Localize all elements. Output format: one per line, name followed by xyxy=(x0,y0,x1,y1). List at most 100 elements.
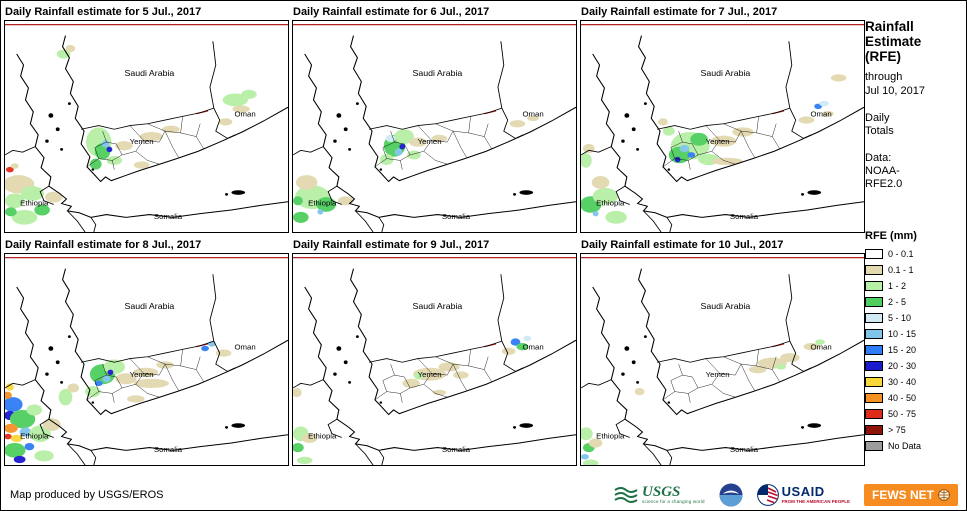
panel-title: Daily Rainfall estimate for 7 Jul., 2017 xyxy=(581,6,778,18)
legend-swatch xyxy=(865,312,883,323)
rainfall-map: Saudi Arabia Oman Yemen Ethiopia Somalia xyxy=(5,21,288,232)
panel-title: Daily Rainfall estimate for 8 Jul., 2017 xyxy=(5,239,202,251)
sidebar: Rainfall Estimate (RFE) through Jul 10, … xyxy=(865,19,965,454)
sidebar-title-line: (RFE) xyxy=(865,49,901,65)
legend-title: RFE (mm) xyxy=(865,229,917,242)
panel-title: Daily Rainfall estimate for 5 Jul., 2017 xyxy=(5,6,202,18)
rainfall-panel-4: Daily Rainfall estimate for 8 Jul., 2017… xyxy=(4,236,289,466)
legend-item: 15 - 20 xyxy=(865,342,965,358)
usgs-tagline: science for a changing world xyxy=(642,499,705,505)
country-label-yemen: Yemen xyxy=(130,370,154,379)
country-label-ethiopia: Ethiopia xyxy=(596,199,625,208)
legend-swatch xyxy=(865,360,883,371)
usgs-wordmark: USGS xyxy=(642,484,681,501)
country-label-saudi_arabia: Saudi Arabia xyxy=(125,68,175,78)
sidebar-through: through Jul 10, 2017 xyxy=(865,71,965,97)
through-label: through xyxy=(865,71,903,84)
panel-title: Daily Rainfall estimate for 9 Jul., 2017 xyxy=(293,239,490,251)
country-label-saudi_arabia: Saudi Arabia xyxy=(701,301,751,311)
usgs-logo: USGS science for a changing world xyxy=(613,484,705,506)
legend-swatch xyxy=(865,392,883,403)
legend-label: No Data xyxy=(888,440,922,451)
legend-label: 0.1 - 1 xyxy=(888,264,914,275)
legend-swatch xyxy=(865,424,883,435)
fewsnet-logo: FEWS NET xyxy=(864,484,958,506)
legend-label: 1 - 2 xyxy=(888,280,907,291)
country-label-yemen: Yemen xyxy=(706,370,730,379)
legend-swatch xyxy=(865,408,883,419)
sidebar-period: Daily Totals xyxy=(865,112,965,138)
country-label-somalia: Somalia xyxy=(730,212,759,221)
map-box: Saudi Arabia Oman Yemen Ethiopia Somalia xyxy=(580,20,865,233)
legend-label: > 75 xyxy=(888,424,906,435)
period-line: Totals xyxy=(865,124,894,137)
map-box: Saudi Arabia Oman Yemen Ethiopia Somalia xyxy=(292,20,577,233)
legend-swatch xyxy=(865,264,883,275)
country-label-somalia: Somalia xyxy=(442,212,471,221)
sidebar-title-line: Estimate xyxy=(865,34,922,50)
legend-swatch xyxy=(865,248,883,259)
usaid-wordmark: USAID xyxy=(781,484,825,500)
panel-title: Daily Rainfall estimate for 10 Jul., 201… xyxy=(581,239,784,251)
noaa-logo xyxy=(719,483,743,507)
fewsnet-wordmark: FEWS NET xyxy=(872,488,934,502)
country-label-yemen: Yemen xyxy=(418,370,442,379)
fewsnet-globe-icon xyxy=(938,489,950,501)
country-label-ethiopia: Ethiopia xyxy=(308,432,337,441)
usaid-logo: USAID FROM THE AMERICAN PEOPLE xyxy=(756,484,850,506)
country-label-oman: Oman xyxy=(810,110,831,119)
legend-rows: 0 - 0.1 0.1 - 1 1 - 2 2 - 5 5 - 10 10 - 15 15 … xyxy=(865,246,965,454)
country-label-saudi_arabia: Saudi Arabia xyxy=(701,68,751,78)
country-label-ethiopia: Ethiopia xyxy=(20,199,49,208)
rainfall-panel-2: Daily Rainfall estimate for 6 Jul., 2017… xyxy=(292,3,577,233)
rainfall-panel-6: Daily Rainfall estimate for 10 Jul., 201… xyxy=(580,236,865,466)
usgs-wave-icon xyxy=(614,487,638,503)
legend-label: 15 - 20 xyxy=(888,344,917,355)
source-line: NOAA- xyxy=(865,165,900,178)
rainfall-panel-1: Daily Rainfall estimate for 5 Jul., 2017… xyxy=(4,3,289,233)
rainfall-panel-5: Daily Rainfall estimate for 9 Jul., 2017… xyxy=(292,236,577,466)
legend-item: 20 - 30 xyxy=(865,358,965,374)
sidebar-data-source: Data: NOAA- RFE2.0 xyxy=(865,152,965,192)
country-label-saudi_arabia: Saudi Arabia xyxy=(125,301,175,311)
source-line: RFE2.0 xyxy=(865,178,903,191)
map-box: Saudi Arabia Oman Yemen Ethiopia Somalia xyxy=(4,253,289,466)
rainfall-map: Saudi Arabia Oman Yemen Ethiopia Somalia xyxy=(581,21,864,232)
footer-logos: USGS science for a changing world USA xyxy=(613,481,958,509)
legend-swatch xyxy=(865,328,883,339)
legend-label: 2 - 5 xyxy=(888,296,907,307)
usaid-seal-icon xyxy=(756,484,779,506)
country-label-oman: Oman xyxy=(522,110,543,119)
legend-label: 0 - 0.1 xyxy=(888,248,914,259)
source-line: Data: xyxy=(865,152,892,165)
through-date: Jul 10, 2017 xyxy=(865,84,925,97)
legend-label: 50 - 75 xyxy=(888,408,917,419)
legend-item: 1 - 2 xyxy=(865,278,965,294)
legend-item: 10 - 15 xyxy=(865,326,965,342)
legend-item: 5 - 10 xyxy=(865,310,965,326)
legend-item: > 75 xyxy=(865,422,965,438)
country-label-somalia: Somalia xyxy=(154,212,183,221)
country-label-somalia: Somalia xyxy=(154,445,183,454)
country-label-ethiopia: Ethiopia xyxy=(308,199,337,208)
panel-title: Daily Rainfall estimate for 6 Jul., 2017 xyxy=(293,6,490,18)
noaa-emblem-icon xyxy=(719,483,743,507)
legend-label: 5 - 10 xyxy=(888,312,912,323)
panel-grid: Daily Rainfall estimate for 5 Jul., 2017… xyxy=(4,3,865,466)
country-label-ethiopia: Ethiopia xyxy=(20,432,49,441)
period-line: Daily xyxy=(865,111,890,124)
legend-item: 0 - 0.1 xyxy=(865,246,965,262)
rainfall-map: Saudi Arabia Oman Yemen Ethiopia Somalia xyxy=(581,254,864,465)
country-label-oman: Oman xyxy=(522,343,543,352)
country-label-somalia: Somalia xyxy=(730,445,759,454)
legend-label: 10 - 15 xyxy=(888,328,917,339)
country-label-yemen: Yemen xyxy=(418,137,442,146)
country-label-oman: Oman xyxy=(234,110,255,119)
sidebar-title-line: Rainfall xyxy=(865,19,914,34)
rainfall-map: Saudi Arabia Oman Yemen Ethiopia Somalia xyxy=(293,254,576,465)
country-label-ethiopia: Ethiopia xyxy=(596,432,625,441)
legend-swatch xyxy=(865,376,883,387)
legend-swatch xyxy=(865,440,883,451)
rainfall-map: Saudi Arabia Oman Yemen Ethiopia Somalia xyxy=(293,21,576,232)
